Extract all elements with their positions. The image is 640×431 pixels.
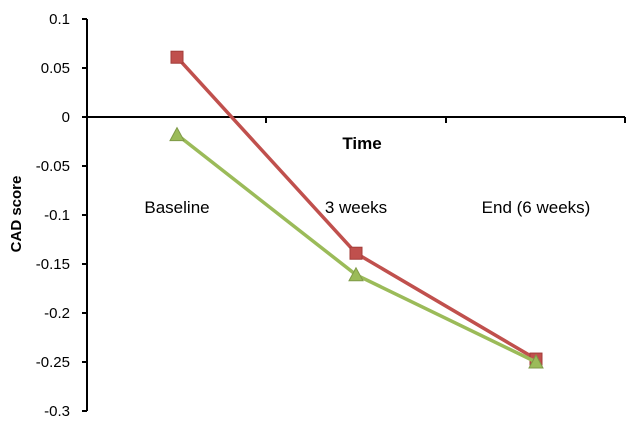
data-point-marker xyxy=(349,246,363,260)
series-layer xyxy=(169,50,544,369)
y-tick-label: 0 xyxy=(62,109,70,126)
y-tick-label: 0.1 xyxy=(49,11,70,28)
y-tick-label: -0.15 xyxy=(36,256,70,273)
y-tick-label: -0.3 xyxy=(44,403,70,420)
category-label: 3 weeks xyxy=(325,198,387,217)
y-tick-label: -0.05 xyxy=(36,158,70,175)
data-point-marker xyxy=(169,126,185,142)
y-axis-title: CAD score xyxy=(8,176,25,253)
x-axis xyxy=(87,116,626,123)
data-point-marker xyxy=(170,50,184,64)
data-point-marker xyxy=(528,353,544,369)
y-tick-label: -0.2 xyxy=(44,305,70,322)
data-point-marker xyxy=(348,266,364,282)
category-label: Baseline xyxy=(144,198,209,217)
y-tick-label: 0.05 xyxy=(41,60,70,77)
category-label: End (6 weeks) xyxy=(482,198,591,217)
series-2 xyxy=(169,126,544,369)
category-labels: Baseline 3 weeks End (6 weeks) xyxy=(144,198,590,217)
y-tick-label: -0.25 xyxy=(36,354,70,371)
y-tick-label: -0.1 xyxy=(44,207,70,224)
y-axis: 0.1 0.05 0 -0.05 -0.1 -0.15 -0.2 -0.25 -0.3 xyxy=(36,11,88,420)
x-axis-title: Time xyxy=(342,134,381,153)
